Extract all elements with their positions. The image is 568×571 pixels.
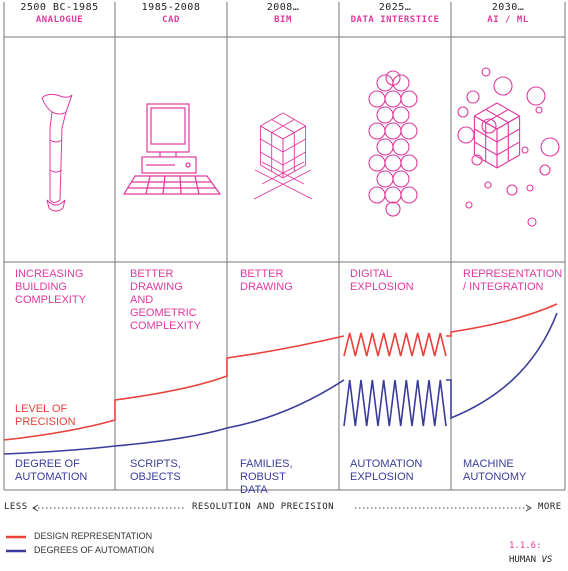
automation-description-ai-ml: MACHINE AUTONOMY xyxy=(463,458,527,483)
automation-description-analogue: DEGREE OF AUTOMATION xyxy=(15,458,88,483)
era-name-bim: BIM xyxy=(274,15,292,25)
axis-label-center: RESOLUTION AND PRECISION xyxy=(192,502,335,512)
automation-description-data-interstice: AUTOMATION EXPLOSION xyxy=(350,458,423,483)
era-year-data-interstice: 2025… xyxy=(378,2,412,13)
era-description-ai-ml: REPRESENTATION / INTEGRATION xyxy=(463,268,563,293)
representation-explosion-zigzag xyxy=(343,332,447,357)
representation-curve-ai xyxy=(446,303,558,337)
axis-label-more: MORE xyxy=(538,502,562,512)
legend-degrees-of-automation: DEGREES OF AUTOMATION xyxy=(34,545,155,555)
era-name-data-interstice: DATA INTERSTICE xyxy=(350,15,440,25)
era-description-cad: BETTER DRAWING AND GEOMETRIC COMPLEXITY xyxy=(130,268,201,332)
era-year-bim: 2008… xyxy=(266,2,300,13)
era-name-cad: CAD xyxy=(162,15,180,25)
automation-curve xyxy=(3,379,345,455)
era-year-ai-ml: 2030… xyxy=(491,2,525,13)
era-description-data-interstice: DIGITAL EXPLOSION xyxy=(350,268,414,293)
representation-curve xyxy=(3,335,345,441)
precision-label: LEVEL OF PRECISION xyxy=(15,403,76,428)
era-name-ai-ml: AI / ML xyxy=(487,15,529,25)
automation-description-bim: FAMILIES, ROBUST DATA xyxy=(240,458,293,496)
era-description-analogue: INCREASING BUILDING COMPLEXITY xyxy=(15,268,86,306)
figure-title-italic: VS xyxy=(541,555,553,565)
automation-curve-ai xyxy=(446,312,558,420)
axis-label-less: LESS xyxy=(4,502,28,512)
legend-design-representation: DESIGN REPRESENTATION xyxy=(34,531,153,541)
automation-explosion-zigzag xyxy=(343,379,447,427)
figure-title-text: HUMAN xyxy=(509,555,537,565)
figure-title: HUMAN VS xyxy=(509,555,552,565)
automation-description-cad: SCRIPTS, OBJECTS xyxy=(130,458,181,483)
era-year-cad: 1985-2008 xyxy=(141,2,201,13)
era-description-bim: BETTER DRAWING xyxy=(240,268,293,293)
era-name-analogue: ANALOGUE xyxy=(35,15,84,25)
era-year-analogue: 2500 BC-1985 xyxy=(20,2,99,13)
figure-number: 1.1.6: xyxy=(509,541,542,551)
